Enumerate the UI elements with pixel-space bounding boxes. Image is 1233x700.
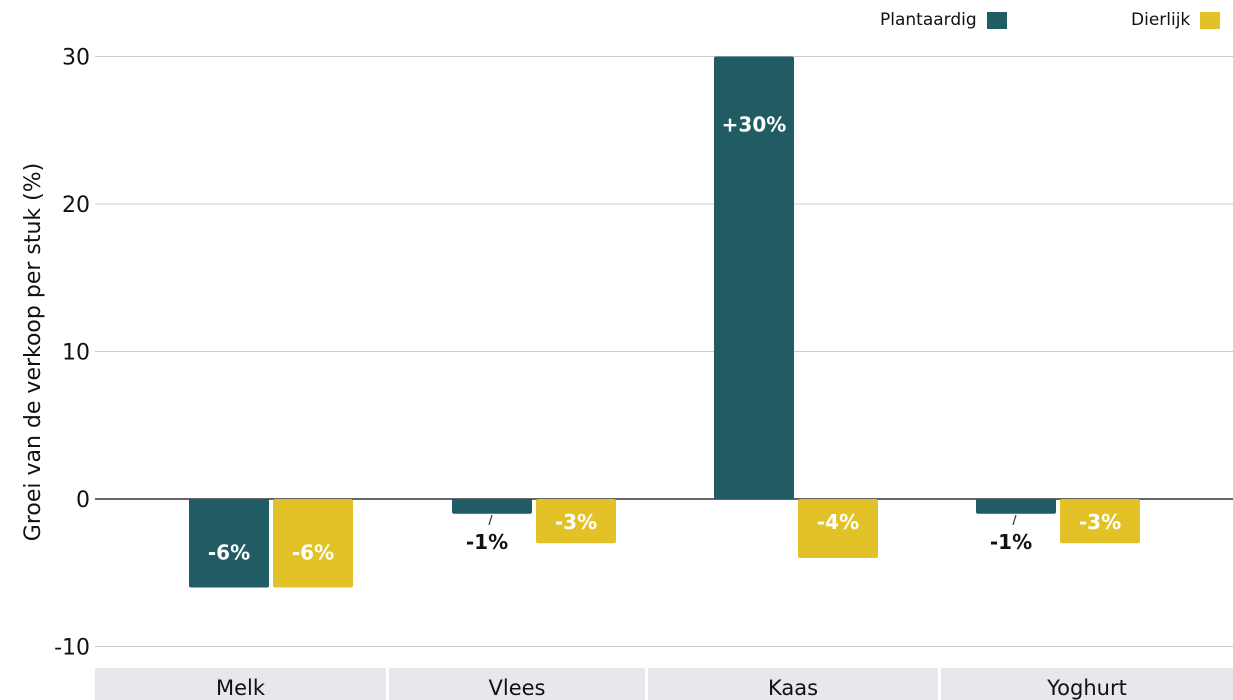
bar-dierlijk-yoghurt	[1060, 499, 1140, 544]
bar-dierlijk-melk	[273, 499, 353, 588]
category-band	[941, 668, 1233, 700]
data-label: -4%	[817, 510, 859, 534]
y-tick-label: 20	[62, 193, 90, 218]
bar-plantaardig-kaas	[714, 56, 794, 499]
data-label: -6%	[292, 540, 334, 564]
bar-dierlijk-vlees	[536, 499, 616, 544]
bars	[189, 56, 1140, 588]
category-label: Kaas	[768, 676, 818, 700]
y-ticks: -10 0 10 20 30	[54, 46, 90, 661]
data-label: -3%	[555, 510, 597, 534]
legend-plantaardig: Plantaardig	[880, 8, 1007, 32]
data-labels: -6% -1% +30% -1% -6% -3% -4% -3%	[208, 113, 1121, 565]
legend-swatch-dierlijk	[1200, 11, 1221, 29]
label-leader-line	[488, 514, 493, 526]
category-label: Vlees	[489, 676, 546, 700]
y-tick-label: 10	[62, 341, 90, 366]
data-label: +30%	[722, 113, 787, 137]
y-tick-label: -10	[54, 636, 90, 661]
legend-dierlijk: Dierlijk	[1131, 8, 1221, 32]
y-axis-label: Groei van de verkoop per stuk (%)	[21, 163, 46, 541]
bar-dierlijk-kaas	[798, 499, 878, 558]
category-band	[389, 668, 645, 700]
bar-plantaardig-yoghurt	[976, 499, 1056, 514]
label-leader-line	[1012, 514, 1017, 526]
category-label: Melk	[216, 676, 266, 700]
data-label: -3%	[1079, 510, 1121, 534]
data-label: -6%	[208, 540, 250, 564]
legend-swatch-plantaardig	[986, 11, 1007, 29]
category-bands: Melk Vlees Kaas Yoghurt	[95, 668, 1233, 700]
category-label: Yoghurt	[1046, 676, 1127, 700]
y-tick-label: 30	[62, 46, 90, 71]
bar-plantaardig-melk	[189, 499, 269, 588]
y-tick-label: 0	[76, 488, 90, 513]
legend-label-dierlijk: Dierlijk	[1131, 10, 1191, 30]
legend-label-plantaardig: Plantaardig	[880, 10, 977, 30]
bar-plantaardig-vlees	[452, 499, 532, 514]
data-label: -1%	[466, 530, 508, 554]
category-band	[95, 668, 386, 700]
category-band	[648, 668, 938, 700]
data-label: -1%	[990, 530, 1032, 554]
